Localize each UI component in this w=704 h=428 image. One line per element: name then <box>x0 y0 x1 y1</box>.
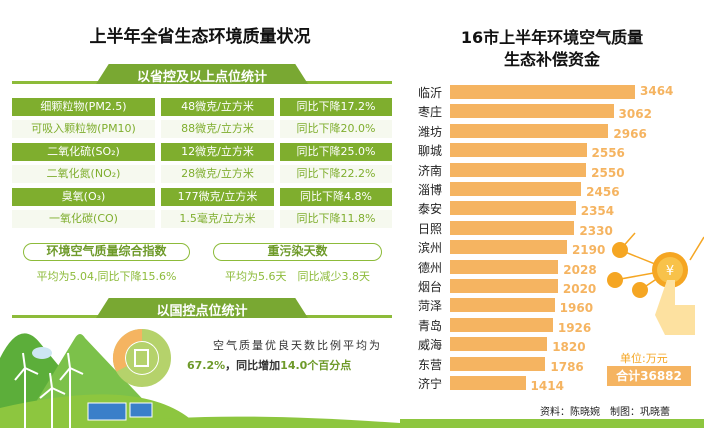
bar-value-label: 1414 <box>530 379 564 393</box>
city-label: 青岛 <box>418 318 443 333</box>
bar <box>450 143 587 158</box>
city-label: 淄博 <box>418 183 443 197</box>
bar-value-label: 2028 <box>563 262 597 277</box>
city-label: 烟台 <box>418 280 443 294</box>
city-label: 滨州 <box>418 241 443 256</box>
credits: 资料：陈晓婉 制图：巩晓蕾 <box>540 407 670 418</box>
table-cell-name: 细颗粒物(PM2.5) <box>12 98 155 116</box>
good-days-donut <box>113 329 171 387</box>
section-provincial-label: 以省控及以上点位统计 <box>136 70 267 85</box>
section-national-label: 以国控点位统计 <box>156 304 248 319</box>
bar <box>450 240 567 255</box>
table-cell-name: 二氧化硫(SO₂) <box>12 142 155 161</box>
wind-turbines-icon <box>14 352 84 428</box>
bar <box>450 123 609 138</box>
table-cell-name: 二氧化氮(NO₂) <box>12 165 155 184</box>
table-cell-name: 可吸入颗粒物(PM10) <box>12 120 155 139</box>
city-label: 济宁 <box>418 377 443 391</box>
unit-label: 单位:万元 <box>620 352 668 365</box>
coins-hand-icon: ¥ <box>607 232 704 335</box>
city-label: 临沂 <box>418 86 443 100</box>
chart-title-line2: 生态补偿资金 <box>503 50 600 69</box>
bar-value-label: 1786 <box>550 359 584 374</box>
bar <box>450 279 558 293</box>
section-national: 以国控点位统计 <box>12 298 392 319</box>
chart-title-line1: 16市上半年环境空气质量 <box>460 28 644 47</box>
table-cell-value: 1.5毫克/立方米 <box>161 210 274 228</box>
good-days-mid: ，同比增加 <box>225 359 281 372</box>
table-cell-name: 臭氧(O₃) <box>12 187 155 206</box>
landscape-illustration <box>0 333 400 428</box>
bar <box>450 162 587 177</box>
table-cell-change: 同比下降25.0% <box>280 142 392 161</box>
bar <box>450 298 555 313</box>
good-days-line1: 空气质量优良天数比例平均为 <box>213 339 382 352</box>
city-label: 东营 <box>418 357 443 372</box>
bar-value-label: 1960 <box>559 301 594 316</box>
good-days-line2: 67.2%，同比增加14.0个百分点 <box>187 357 351 373</box>
bar-value-label: 2190 <box>571 243 606 258</box>
svg-text:¥: ¥ <box>666 264 674 279</box>
table-cell-value: 177微克/立方米 <box>161 187 274 206</box>
city-label: 德州 <box>418 260 443 275</box>
bar-value-label: 2966 <box>613 126 647 141</box>
bar-value-label: 2456 <box>586 185 620 199</box>
table-cell-change: 同比下降22.2% <box>280 165 392 184</box>
city-label: 济南 <box>418 163 443 178</box>
bar-value-label: 2354 <box>580 204 615 219</box>
bar <box>450 201 576 216</box>
bar <box>450 317 553 332</box>
left-title: 上半年全省生态环境质量状况 <box>89 27 311 47</box>
city-label: 泰安 <box>418 202 443 217</box>
table-cell-name: 一氧化碳(CO) <box>12 210 155 228</box>
aqi-text: 平均为5.04,同比下降15.6% <box>36 270 177 283</box>
bottom-stripe <box>400 419 704 428</box>
pollution-pill: 重污染天数 <box>213 243 382 261</box>
bar <box>450 85 635 99</box>
pollution-text: 平均为5.6天 同比减少3.8天 <box>225 270 370 283</box>
bar <box>450 356 546 371</box>
aqi-pill: 环境空气质量综合指数 <box>23 243 190 261</box>
bar <box>450 104 614 119</box>
total-badge: 合计36882 <box>607 366 691 386</box>
city-label: 枣庄 <box>418 105 443 120</box>
bar-value-label: 1820 <box>552 340 586 355</box>
bar-value-label: 1926 <box>557 320 592 335</box>
city-label: 威海 <box>418 338 443 353</box>
bar-value-label: 3464 <box>640 84 674 98</box>
table-cell-value: 88微克/立方米 <box>161 120 274 139</box>
bar-value-label: 2020 <box>562 282 597 296</box>
bar <box>450 220 575 235</box>
good-days-inc: 14.0个百分点 <box>280 359 352 372</box>
table-cell-value: 12微克/立方米 <box>161 142 274 161</box>
section-provincial: 以省控及以上点位统计 <box>12 64 392 85</box>
table-cell-change: 同比下降20.0% <box>280 120 392 139</box>
bar-value-label: 3062 <box>618 107 652 122</box>
table-cell-change: 同比下降17.2% <box>280 98 392 116</box>
bar <box>450 376 526 390</box>
bar-value-label: 2556 <box>591 146 625 161</box>
bar <box>450 182 582 196</box>
bar-value-label: 2330 <box>579 223 613 238</box>
solar-panels-icon <box>87 402 153 421</box>
bar-value-label: 2550 <box>591 165 625 180</box>
bar <box>450 337 548 352</box>
notepad-icon <box>134 349 149 367</box>
good-days-pct: 67.2% <box>187 359 226 372</box>
city-label: 潍坊 <box>418 124 443 139</box>
table-cell-change: 同比下降4.8% <box>280 187 392 206</box>
table-cell-value: 48微克/立方米 <box>161 98 274 116</box>
bar <box>450 259 559 274</box>
city-label: 聊城 <box>418 144 443 159</box>
table-cell-change: 同比下降11.8% <box>280 210 392 228</box>
table-cell-value: 28微克/立方米 <box>161 165 274 184</box>
city-label: 日照 <box>418 221 443 236</box>
city-label: 菏泽 <box>418 299 443 314</box>
